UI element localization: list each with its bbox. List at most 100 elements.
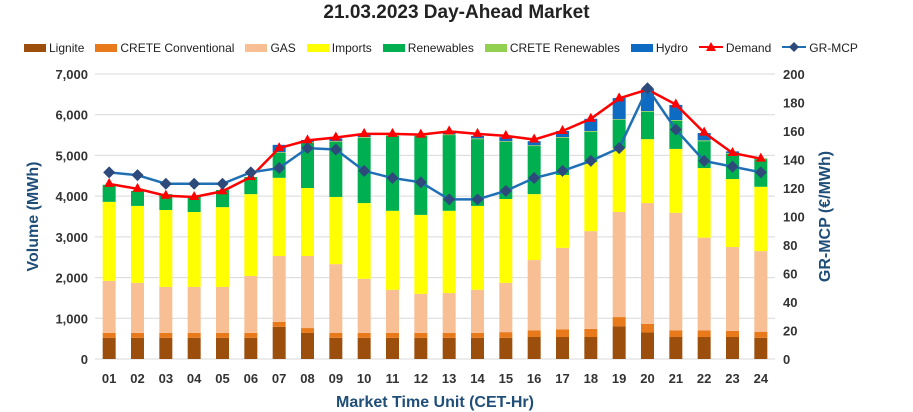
legend-item: Renewables (382, 41, 474, 55)
demand-point (330, 131, 341, 141)
mcp-point (244, 166, 257, 179)
bar-segment-lignite (414, 337, 428, 359)
chart-title: 21.03.2023 Day-Ahead Market (323, 2, 590, 23)
bar-segment-lignite (272, 326, 286, 359)
legend-label: CRETE Renewables (509, 41, 620, 55)
bar-segment-imports (527, 194, 541, 261)
x-tick-label: 02 (130, 371, 144, 386)
bar-segment-imports (471, 205, 484, 290)
bar-segment-lignite (754, 337, 768, 359)
bar-segment-renewables (187, 196, 201, 213)
legend-label: GR-MCP (809, 41, 858, 55)
y2-tick-label: 20 (783, 324, 797, 339)
bar-segment-crete-conventional (726, 330, 739, 338)
color-swatch (630, 44, 653, 52)
legend-label: Imports (331, 41, 372, 55)
bar-segment-renewables (584, 131, 598, 162)
bar-segment-imports (131, 205, 144, 283)
color-swatch (95, 44, 118, 52)
legend-item: GAS (245, 41, 296, 55)
x-tick-label: 08 (300, 371, 314, 386)
mcp-point (301, 142, 314, 155)
bar-segment-lignite (556, 337, 569, 359)
bar-segment-imports (216, 207, 229, 287)
bar-segment-crete-conventional (102, 332, 116, 338)
line-marker-icon (782, 41, 807, 55)
bar-segment-crete-conventional (272, 321, 286, 327)
bar-segment-gas (216, 286, 229, 333)
demand-point (302, 134, 313, 144)
bar-segment-imports (726, 179, 739, 248)
bar-segment-imports (244, 194, 258, 276)
x-tick-label: 24 (754, 371, 769, 386)
x-tick-label: 21 (669, 371, 683, 386)
mcp-point (443, 193, 456, 206)
bar-segment-renewables (102, 184, 116, 202)
bar-segment-crete-conventional (216, 332, 229, 338)
demand-point (614, 92, 625, 102)
bar-segment-renewables (442, 135, 456, 211)
demand-point (670, 98, 681, 108)
demand-point (274, 142, 285, 152)
bar-segment-crete-conventional (187, 332, 201, 338)
x-tick-label: 19 (612, 371, 626, 386)
legend-label: CRETE Conventional (120, 41, 235, 55)
bar-segment-gas (102, 280, 116, 333)
legend-item: CRETE Renewables (484, 41, 620, 55)
bar-segment-renewables (556, 137, 569, 175)
bar-segment-imports (386, 210, 399, 290)
y2-tick-label: 0 (783, 352, 790, 367)
bar-segment-gas (612, 212, 626, 318)
bar-segment-gas (357, 278, 371, 333)
bar-segment-lignite (669, 337, 683, 359)
x-axis-title: Market Time Unit (CET-Hr) (336, 394, 534, 411)
bar-segment-lignite (159, 337, 173, 359)
bar-segment-crete-conventional (754, 331, 768, 338)
x-tick-label: 22 (697, 371, 711, 386)
y2-tick-label: 100 (783, 210, 805, 225)
bar-segment-crete-renewables (669, 120, 683, 121)
color-swatch (382, 44, 405, 52)
mcp-point (188, 177, 201, 190)
bar-segment-imports (272, 177, 286, 256)
bar-segment-crete-conventional (641, 323, 654, 333)
bar-segment-renewables (216, 190, 229, 208)
mcp-point (499, 184, 512, 197)
demand-point (160, 189, 171, 199)
legend-label: GAS (270, 41, 296, 55)
y-tick-label: 1,000 (55, 311, 88, 326)
x-tick-label: 07 (272, 371, 286, 386)
y-tick-label: 2,000 (55, 271, 88, 286)
demand-point (104, 177, 115, 187)
bar-segment-crete-conventional (669, 330, 683, 338)
bar-segment-imports (669, 148, 683, 213)
y2-tick-label: 60 (783, 267, 797, 282)
bar-segment-crete-renewables (329, 141, 343, 142)
bar-segment-gas (329, 264, 343, 333)
x-tick-label: 14 (470, 371, 485, 386)
mcp-point (273, 162, 286, 175)
bar-segment-crete-renewables (357, 137, 371, 138)
bar-segment-gas (244, 275, 258, 333)
bar-segment-lignite (329, 337, 343, 359)
bar-segment-crete-conventional (442, 332, 456, 338)
bar-segment-gas (471, 289, 484, 333)
mcp-point (584, 154, 597, 167)
demand-point (529, 133, 540, 143)
demand-point (585, 112, 596, 122)
bar-segment-crete-renewables (641, 111, 654, 112)
bar-segment-renewables (641, 111, 654, 140)
color-swatch (306, 44, 329, 52)
bar-segment-lignite (244, 337, 258, 359)
x-tick-label: 12 (414, 371, 428, 386)
bar-segment-lignite (697, 337, 711, 359)
bar-segment-gas (187, 286, 201, 333)
bar-segment-renewables (131, 190, 144, 206)
demand-point (387, 127, 398, 137)
bar-segment-gas (272, 255, 286, 322)
bar-segment-renewables (244, 177, 258, 195)
bar-segment-lignite (357, 337, 371, 359)
bar-segment-imports (556, 174, 569, 248)
mcp-point (528, 172, 541, 185)
